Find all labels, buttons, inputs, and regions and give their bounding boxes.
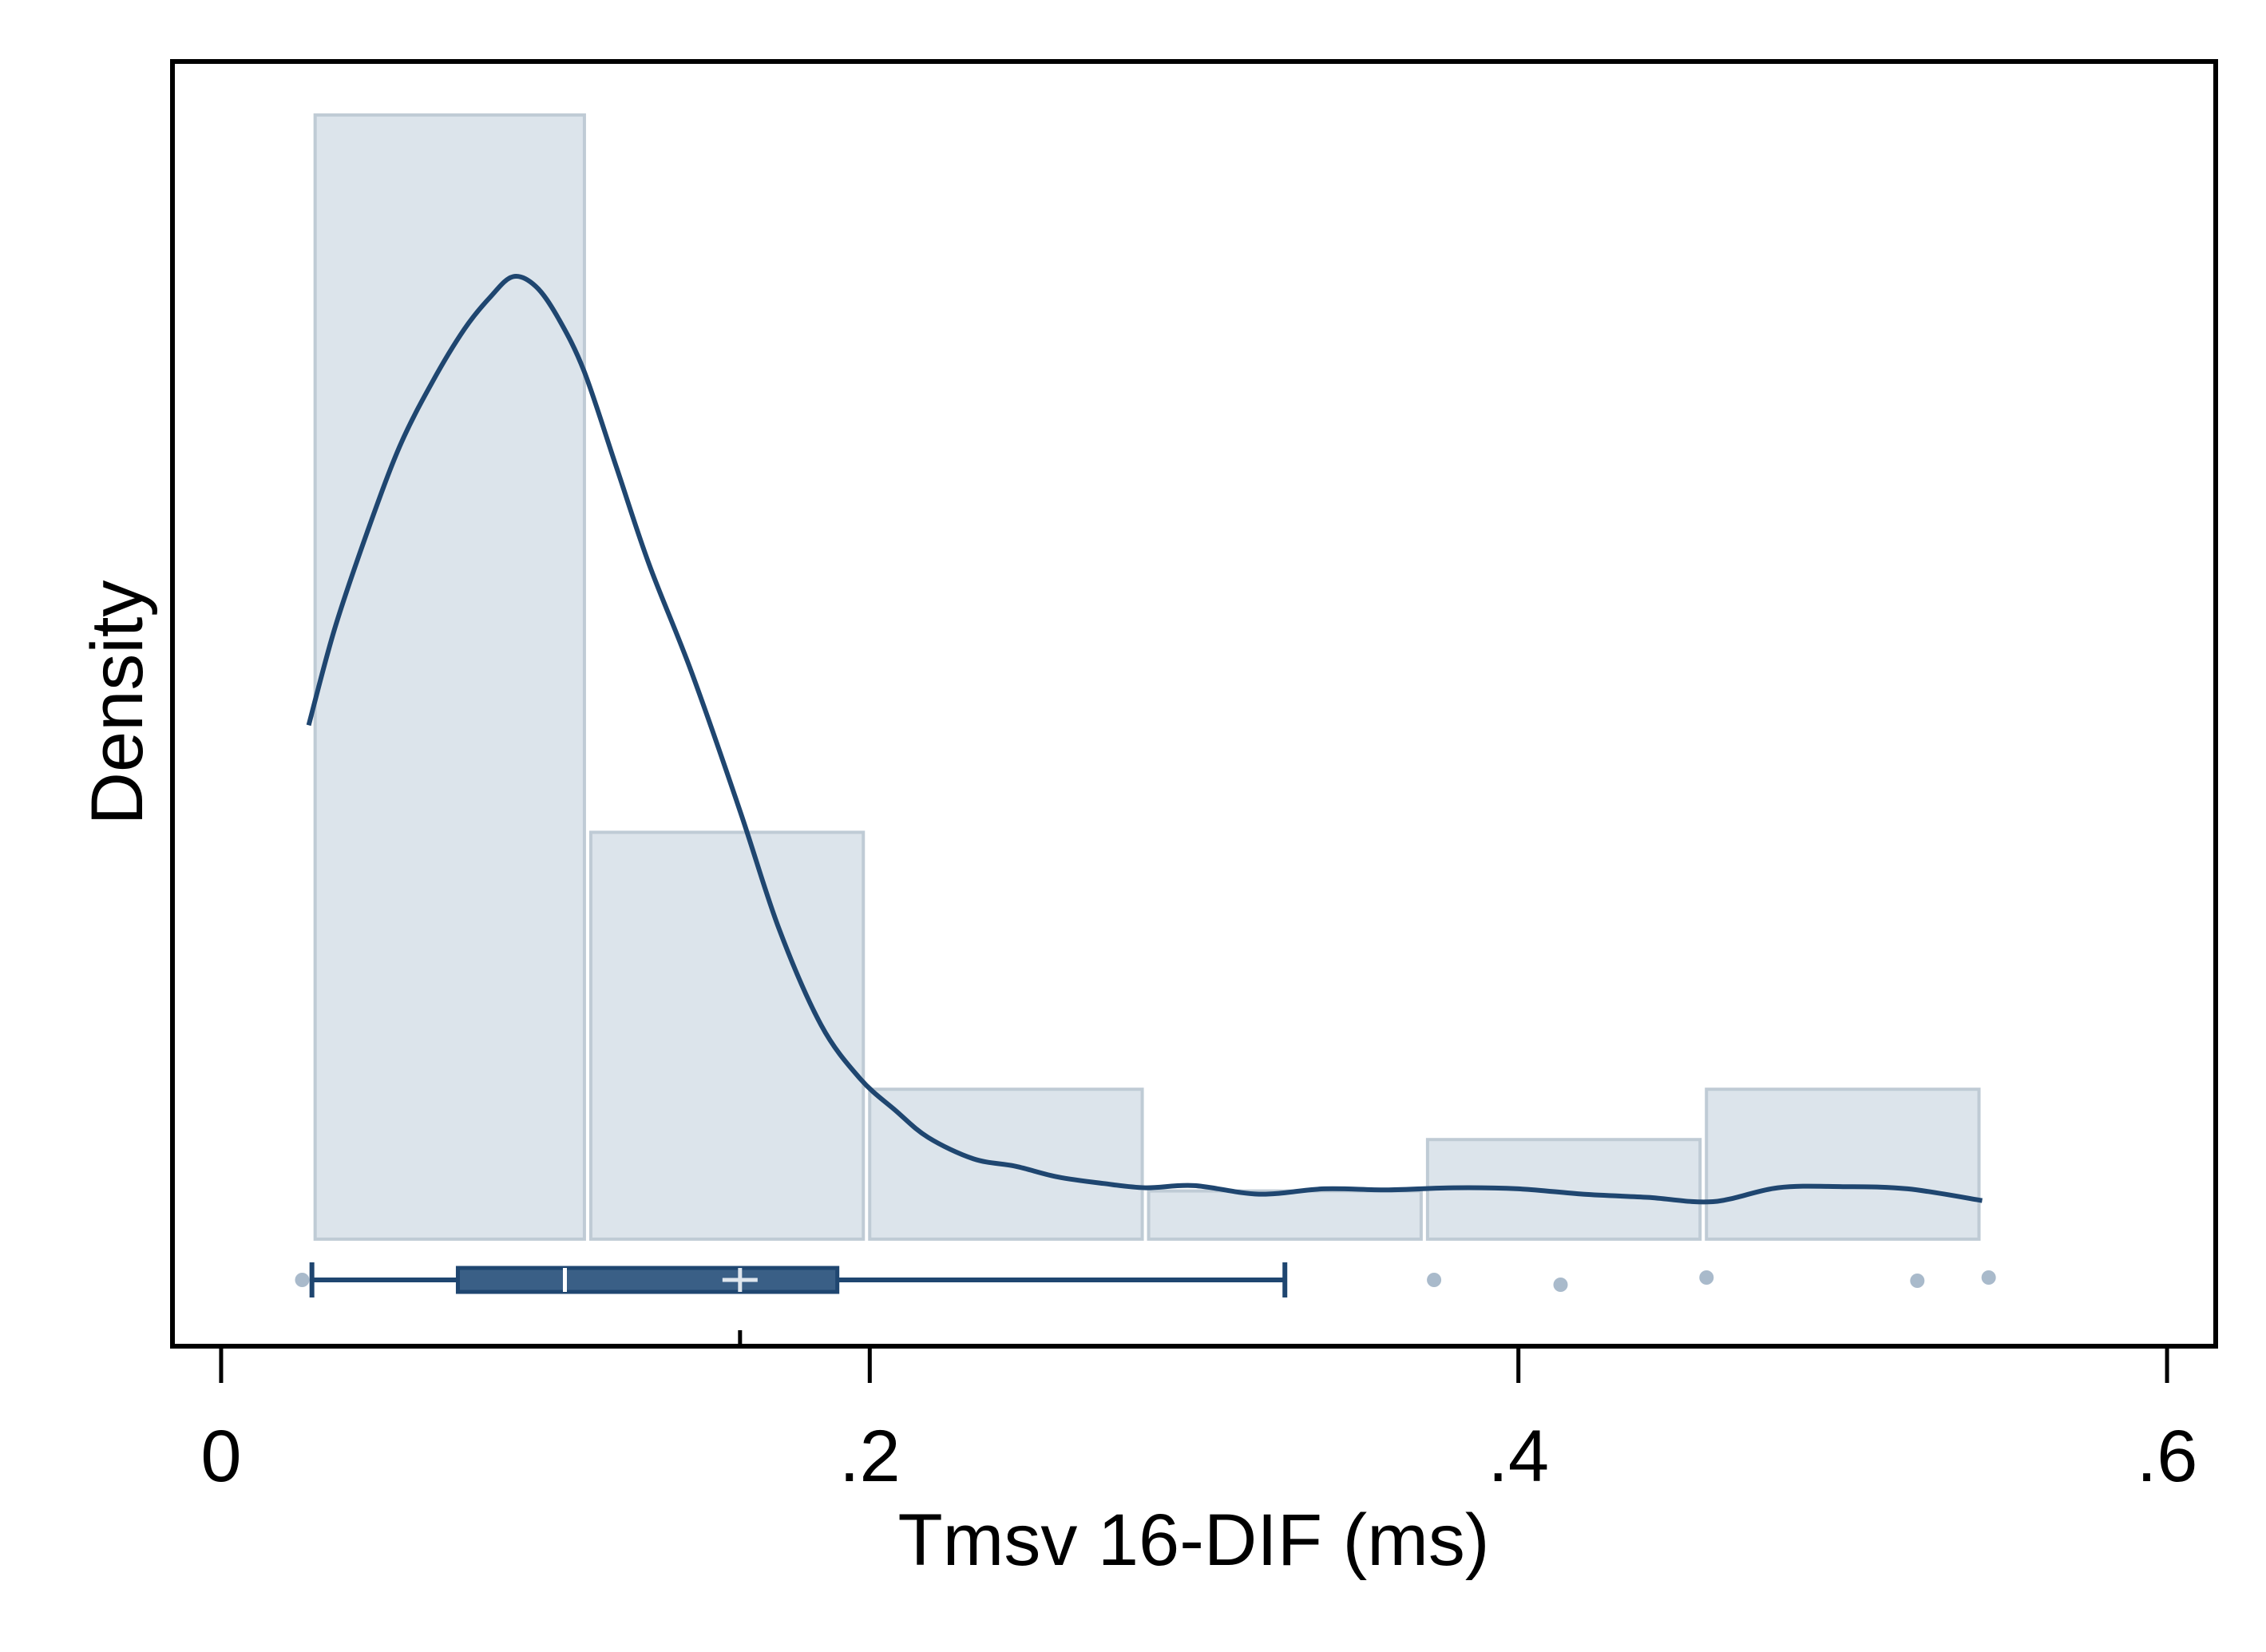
y-axis-label: Density [77, 580, 158, 826]
x-tick-label-1: .2 [839, 1416, 901, 1497]
histogram-bars [313, 113, 1981, 1241]
x-tick-label-2: .4 [1488, 1416, 1549, 1497]
x-axis-label: Tmsv 16-DIF (ms) [897, 1499, 1489, 1581]
boxplot-outlier-1 [295, 1273, 310, 1287]
boxplot-outlier-3 [1553, 1278, 1568, 1292]
boxplot-box [455, 1266, 840, 1294]
kde-line [306, 274, 1983, 1205]
boxplot-outlier-5 [1910, 1274, 1925, 1288]
boxplot-outlier-6 [1981, 1270, 1996, 1285]
x-tick-label-3: .6 [2137, 1416, 2198, 1497]
boxplot [295, 1262, 1996, 1297]
x-tick-label-0: 0 [200, 1416, 241, 1497]
boxplot-outlier-4 [1699, 1270, 1714, 1285]
plot-frame [170, 59, 2218, 1349]
kde-curve [306, 274, 1983, 1205]
boxplot-outlier-2 [1427, 1273, 1442, 1287]
x-axis: 0 .2 .4 .6 [200, 1330, 2197, 1497]
histogram-bar-1 [313, 113, 586, 1241]
histogram-bar-6 [1705, 1087, 1981, 1241]
histogram-bar-4 [1147, 1189, 1423, 1241]
histogram-bar-2 [588, 830, 866, 1241]
